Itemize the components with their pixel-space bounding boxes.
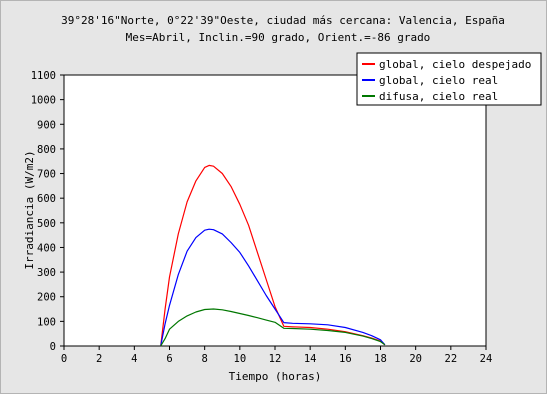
y-tick-label: 300 <box>37 267 56 279</box>
y-tick-label: 600 <box>37 193 56 205</box>
y-tick-label: 200 <box>37 292 56 304</box>
y-tick-label: 700 <box>37 169 56 181</box>
y-axis-label: Irradiancia (W/m2) <box>23 150 36 269</box>
y-tick-label: 900 <box>37 119 56 131</box>
x-tick-label: 0 <box>61 353 67 365</box>
legend-label-2: global, cielo real <box>379 74 498 87</box>
y-tick-label: 1000 <box>31 95 56 107</box>
x-axis-label: Tiempo (horas) <box>229 370 322 383</box>
x-tick-label: 22 <box>445 353 458 365</box>
x-tick-label: 16 <box>339 353 352 365</box>
y-tick-label: 0 <box>50 341 56 353</box>
x-tick-label: 12 <box>269 353 282 365</box>
x-tick-label: 2 <box>96 353 102 365</box>
x-tick-label: 4 <box>131 353 137 365</box>
x-tick-label: 6 <box>166 353 172 365</box>
x-tick-label: 20 <box>409 353 422 365</box>
x-tick-label: 10 <box>234 353 247 365</box>
legend: global, cielo despejado global, cielo rea… <box>357 53 541 105</box>
x-tick-label: 24 <box>480 353 493 365</box>
x-tick-label: 8 <box>202 353 208 365</box>
y-tick-label: 1100 <box>31 70 56 82</box>
x-tick-label: 14 <box>304 353 317 365</box>
chart-title-line-2: Mes=Abril, Inclin.=90 grado, Orient.=-86… <box>126 31 431 44</box>
chart-title-line-1: 39°28'16"Norte, 0°22'39"Oeste, ciudad má… <box>61 14 505 27</box>
y-tick-label: 100 <box>37 316 56 328</box>
legend-label-3: difusa, cielo real <box>379 90 498 103</box>
x-axis: 0 2 4 6 8 10 12 14 16 18 20 22 24 <box>61 346 492 365</box>
legend-label-1: global, cielo despejado <box>379 58 531 71</box>
x-tick-label: 18 <box>374 353 387 365</box>
y-tick-label: 500 <box>37 218 56 230</box>
y-tick-label: 800 <box>37 144 56 156</box>
y-tick-label: 400 <box>37 242 56 254</box>
